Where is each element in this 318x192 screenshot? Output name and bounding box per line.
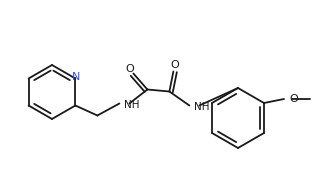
- Text: N: N: [72, 73, 80, 83]
- Text: O: O: [289, 94, 298, 104]
- Text: NH: NH: [124, 100, 140, 111]
- Text: O: O: [170, 60, 179, 70]
- Text: O: O: [125, 64, 134, 74]
- Text: NH: NH: [194, 102, 210, 112]
